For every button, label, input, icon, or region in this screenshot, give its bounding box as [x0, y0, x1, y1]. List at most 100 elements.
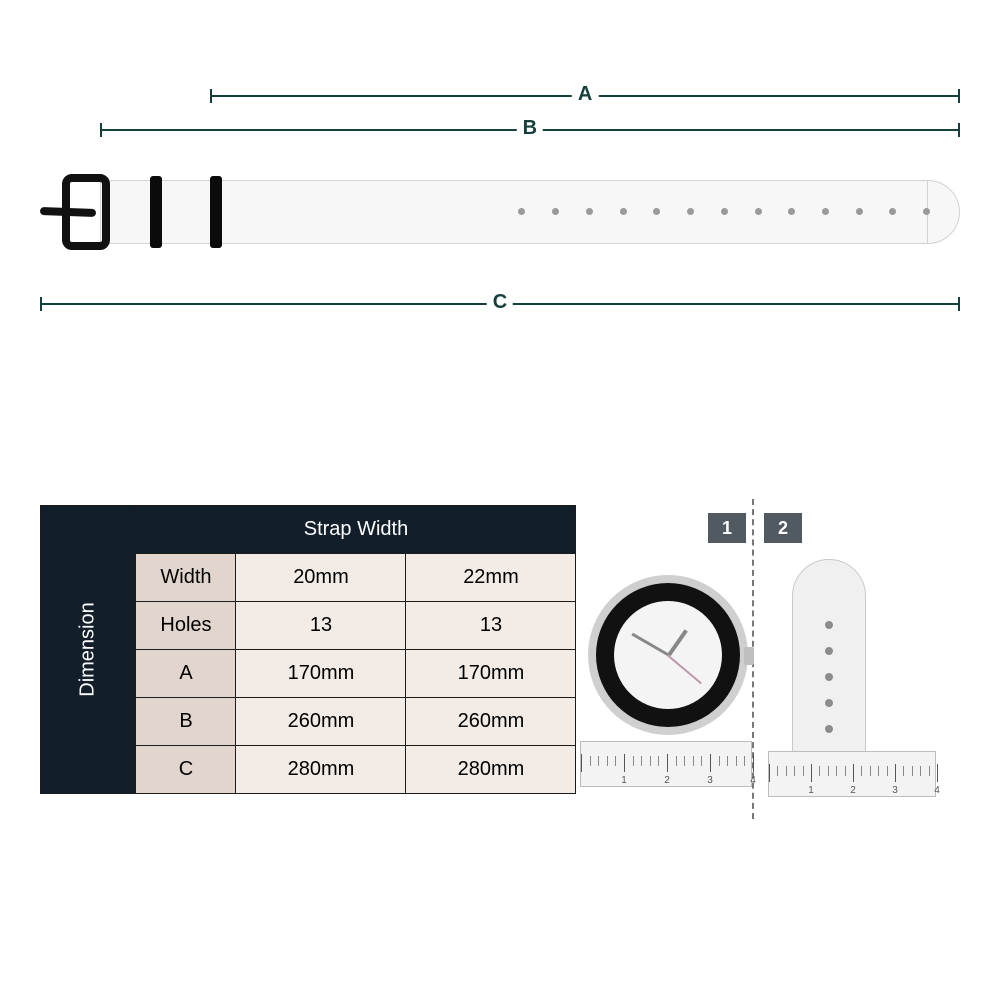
table-cell: 22mm — [406, 554, 576, 602]
ruler-tick-minor — [828, 766, 829, 776]
strap-hole — [721, 208, 728, 215]
ruler-tick-minor — [912, 766, 913, 776]
ruler-tick-minor — [887, 766, 888, 776]
ruler-number: 1 — [621, 775, 627, 786]
ruler: 1234 — [580, 741, 752, 787]
ruler-tick-minor — [693, 756, 694, 766]
dim-tick-c-left — [40, 297, 42, 311]
table-cell: 260mm — [406, 698, 576, 746]
ruler-tick-minor — [641, 756, 642, 766]
strap-hole — [822, 208, 829, 215]
ruler-tick-minor — [684, 756, 685, 766]
row-label: B — [136, 698, 236, 746]
ruler-tick-minor — [903, 766, 904, 776]
table-cell: 280mm — [236, 746, 406, 794]
dimension-table: DimensionStrap WidthWidth20mm22mmHoles13… — [40, 505, 576, 794]
ruler-tick-minor — [878, 766, 879, 776]
table-cell: 13 — [406, 602, 576, 650]
ruler-tick — [624, 754, 625, 772]
strap-hole — [620, 208, 627, 215]
ruler-number: 4 — [934, 785, 940, 796]
strap-dimension-diagram: A B C — [40, 95, 960, 345]
dim-tick-a-right — [958, 89, 960, 103]
row-label: A — [136, 650, 236, 698]
row-label: Holes — [136, 602, 236, 650]
dim-label-b: B — [517, 117, 543, 140]
table-cell: 280mm — [406, 746, 576, 794]
ruler-tick-minor — [836, 766, 837, 776]
ruler-tick-minor — [615, 756, 616, 766]
ruler-tick-minor — [794, 766, 795, 776]
tag-2: 2 — [764, 513, 802, 543]
ruler-tick-minor — [777, 766, 778, 776]
strap-end-hole — [825, 621, 833, 629]
strap-body — [100, 180, 928, 244]
strap-hole — [586, 208, 593, 215]
row-label: Width — [136, 554, 236, 602]
dim-tick-b-right — [958, 123, 960, 137]
strap-end-hole — [825, 699, 833, 707]
ruler-tick — [581, 754, 582, 772]
ruler-number: 3 — [707, 775, 713, 786]
watch-strap — [40, 180, 960, 244]
strap-tip — [928, 180, 960, 244]
ruler-tick-minor — [736, 756, 737, 766]
ruler-tick — [937, 764, 938, 782]
ruler-tick-minor — [727, 756, 728, 766]
bottom-area: DimensionStrap WidthWidth20mm22mmHoles13… — [40, 505, 960, 875]
strap-keeper — [150, 176, 162, 248]
ruler-tick-minor — [658, 756, 659, 766]
dim-label-c: C — [487, 291, 513, 314]
ruler-tick-minor — [607, 756, 608, 766]
ruler-tick-minor — [598, 756, 599, 766]
ruler-tick — [769, 764, 770, 782]
tag-1: 1 — [708, 513, 746, 543]
strap-end-hole — [825, 647, 833, 655]
ruler-number: 3 — [892, 785, 898, 796]
ruler-tick-minor — [676, 756, 677, 766]
ruler: 1234 — [768, 751, 936, 797]
ruler-tick — [753, 754, 754, 772]
watch-crown — [744, 647, 754, 665]
ruler-tick-minor — [633, 756, 634, 766]
dim-tick-b-left — [100, 123, 102, 137]
ruler-number: 2 — [850, 785, 856, 796]
ruler-tick-minor — [786, 766, 787, 776]
ruler-tick-minor — [920, 766, 921, 776]
measurement-illustration: 1 2 1234 1234 — [580, 505, 960, 845]
ruler-tick-minor — [590, 756, 591, 766]
strap-keeper — [210, 176, 222, 248]
ruler-tick-minor — [719, 756, 720, 766]
strap-end-hole — [825, 725, 833, 733]
watch-illustration — [588, 565, 748, 835]
ruler-tick — [895, 764, 896, 782]
dim-tick-c-right — [958, 297, 960, 311]
strap-buckle-pin — [40, 207, 96, 217]
ruler-number: 2 — [664, 775, 670, 786]
table-cell: 170mm — [236, 650, 406, 698]
ruler-tick-minor — [744, 756, 745, 766]
ruler-tick — [710, 754, 711, 772]
table-cell: 13 — [236, 602, 406, 650]
ruler-tick-minor — [845, 766, 846, 776]
ruler-tick — [853, 764, 854, 782]
ruler-number: 4 — [750, 775, 756, 786]
dim-tick-a-left — [210, 89, 212, 103]
dim-label-a: A — [572, 83, 598, 106]
table-header-dimension: Dimension — [77, 602, 100, 696]
ruler-tick-minor — [861, 766, 862, 776]
ruler-tick-minor — [819, 766, 820, 776]
table-cell: 20mm — [236, 554, 406, 602]
ruler-number: 1 — [808, 785, 814, 796]
ruler-tick-minor — [929, 766, 930, 776]
strap-hole — [687, 208, 694, 215]
strap-hole — [755, 208, 762, 215]
strap-end-hole — [825, 673, 833, 681]
row-label: C — [136, 746, 236, 794]
ruler-tick — [667, 754, 668, 772]
ruler-tick-minor — [701, 756, 702, 766]
ruler-tick-minor — [650, 756, 651, 766]
ruler-tick — [811, 764, 812, 782]
table-header-strap-width: Strap Width — [136, 506, 576, 554]
ruler-tick-minor — [870, 766, 871, 776]
